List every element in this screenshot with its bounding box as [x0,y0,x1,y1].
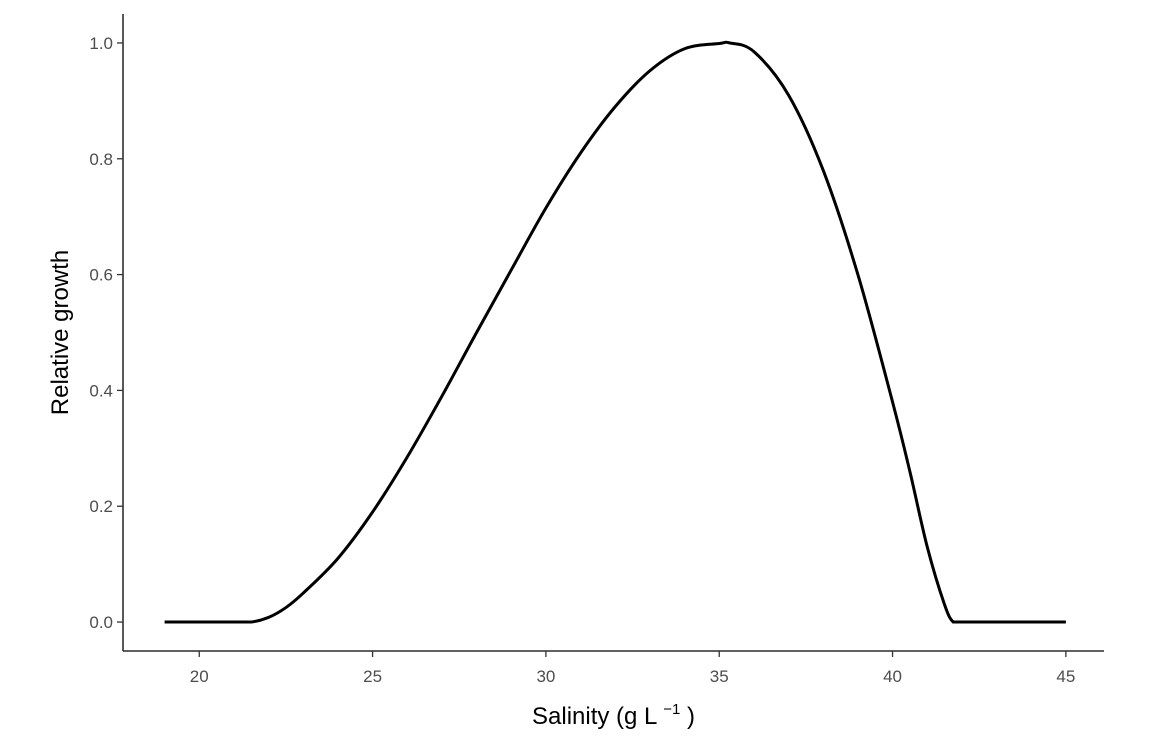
y-axis: 0.0 0.2 0.4 0.6 0.8 1.0 [89,14,124,651]
y-axis-title: Relative growth [47,250,74,415]
x-axis-title-suffix: ) [687,703,695,730]
x-axis-title-superscript: −1 [663,701,680,718]
x-tick-label: 25 [363,667,382,686]
x-axis: 20 25 30 35 40 45 [123,650,1104,686]
series-layer [164,40,1066,624]
x-tick-label: 35 [710,667,729,686]
y-tick-label: 1.0 [89,34,113,53]
x-tick-label: 40 [883,667,902,686]
x-tick-label: 45 [1056,667,1075,686]
x-axis-title: Salinity (g L −1 ) [532,693,695,730]
x-tick-label: 20 [190,667,209,686]
x-tick-label: 30 [536,667,555,686]
y-tick-label: 0.8 [89,150,113,169]
y-tick-label: 0.0 [89,613,113,632]
y-tick-label: 0.4 [89,381,113,400]
y-tick-label: 0.2 [89,497,113,516]
y-tick-label: 0.6 [89,266,113,285]
series-line [164,40,1066,624]
x-axis-title-main: Salinity (g L [532,703,657,730]
